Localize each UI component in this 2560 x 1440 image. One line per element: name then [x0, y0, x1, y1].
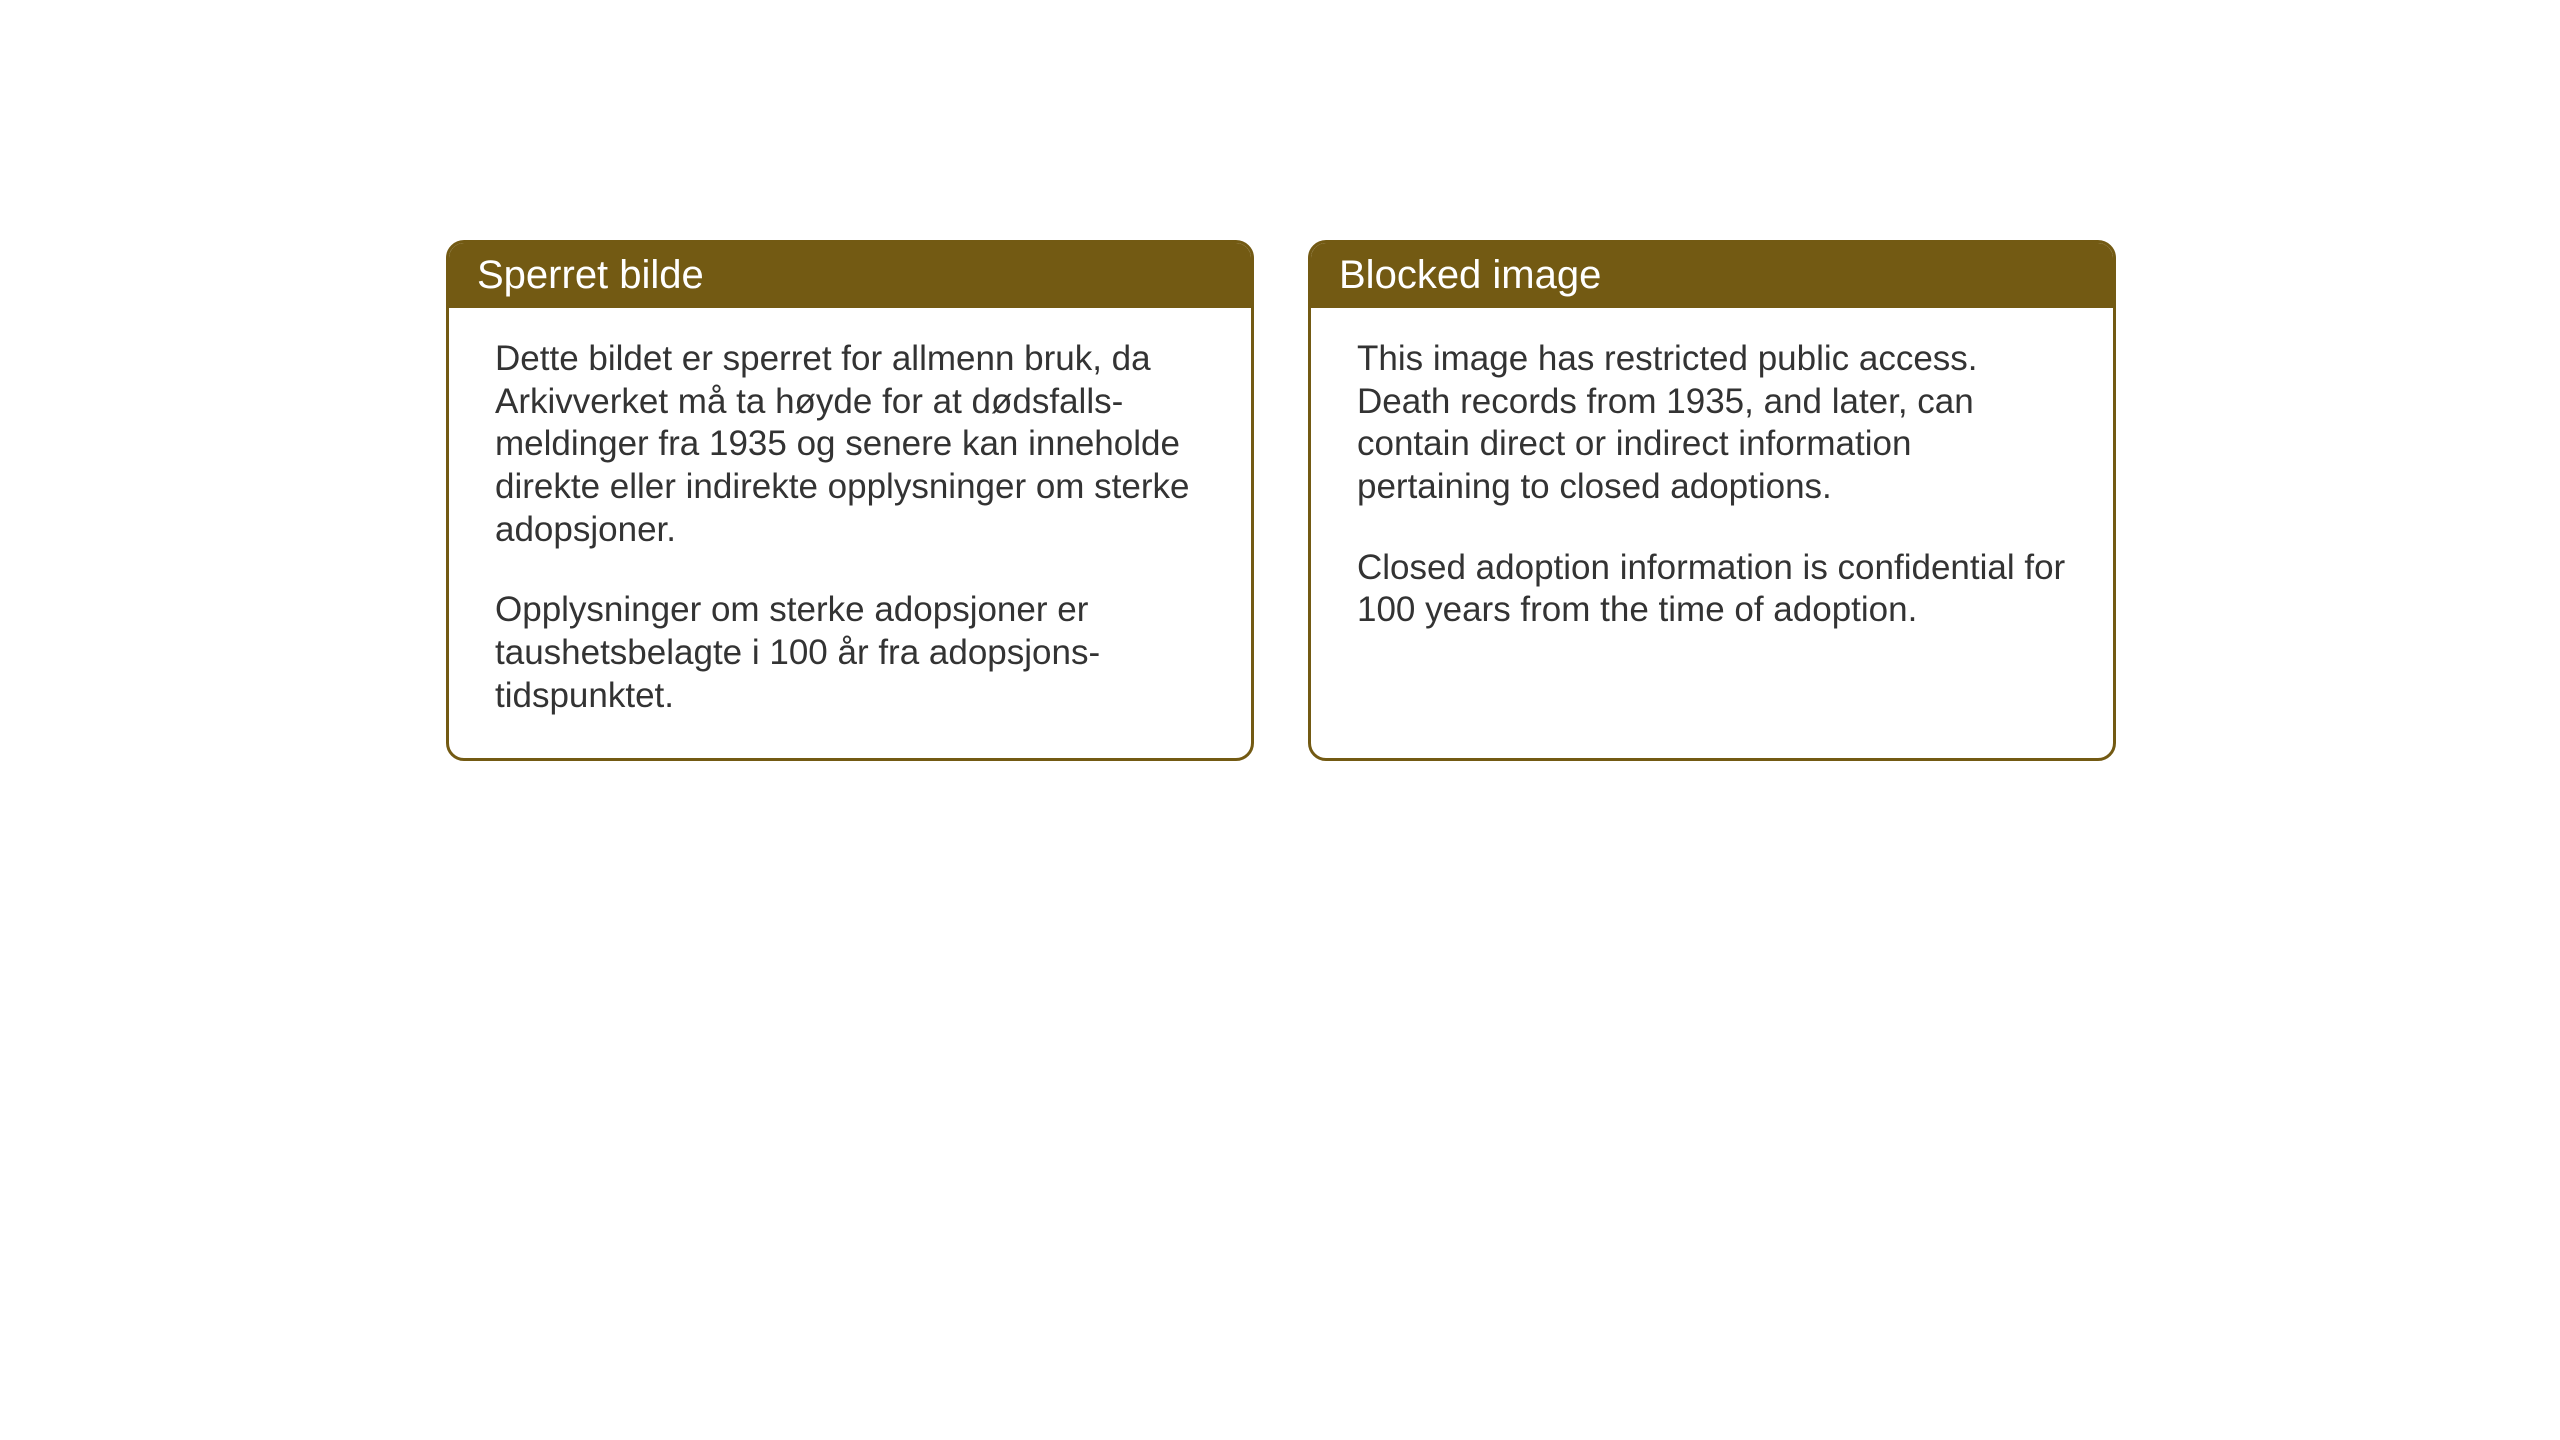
norwegian-card-header: Sperret bilde: [449, 243, 1251, 308]
english-card-title: Blocked image: [1339, 253, 1601, 297]
norwegian-card-title: Sperret bilde: [477, 253, 704, 297]
english-card-header: Blocked image: [1311, 243, 2113, 308]
english-card-body: This image has restricted public access.…: [1311, 308, 2113, 672]
english-paragraph-1: This image has restricted public access.…: [1357, 338, 2067, 509]
english-notice-card: Blocked image This image has restricted …: [1308, 240, 2116, 761]
norwegian-paragraph-2: Opplysninger om sterke adopsjoner er tau…: [495, 589, 1205, 717]
english-paragraph-2: Closed adoption information is confident…: [1357, 547, 2067, 632]
norwegian-paragraph-1: Dette bildet er sperret for allmenn bruk…: [495, 338, 1205, 551]
norwegian-card-body: Dette bildet er sperret for allmenn bruk…: [449, 308, 1251, 758]
norwegian-notice-card: Sperret bilde Dette bildet er sperret fo…: [446, 240, 1254, 761]
notice-container: Sperret bilde Dette bildet er sperret fo…: [446, 240, 2116, 761]
